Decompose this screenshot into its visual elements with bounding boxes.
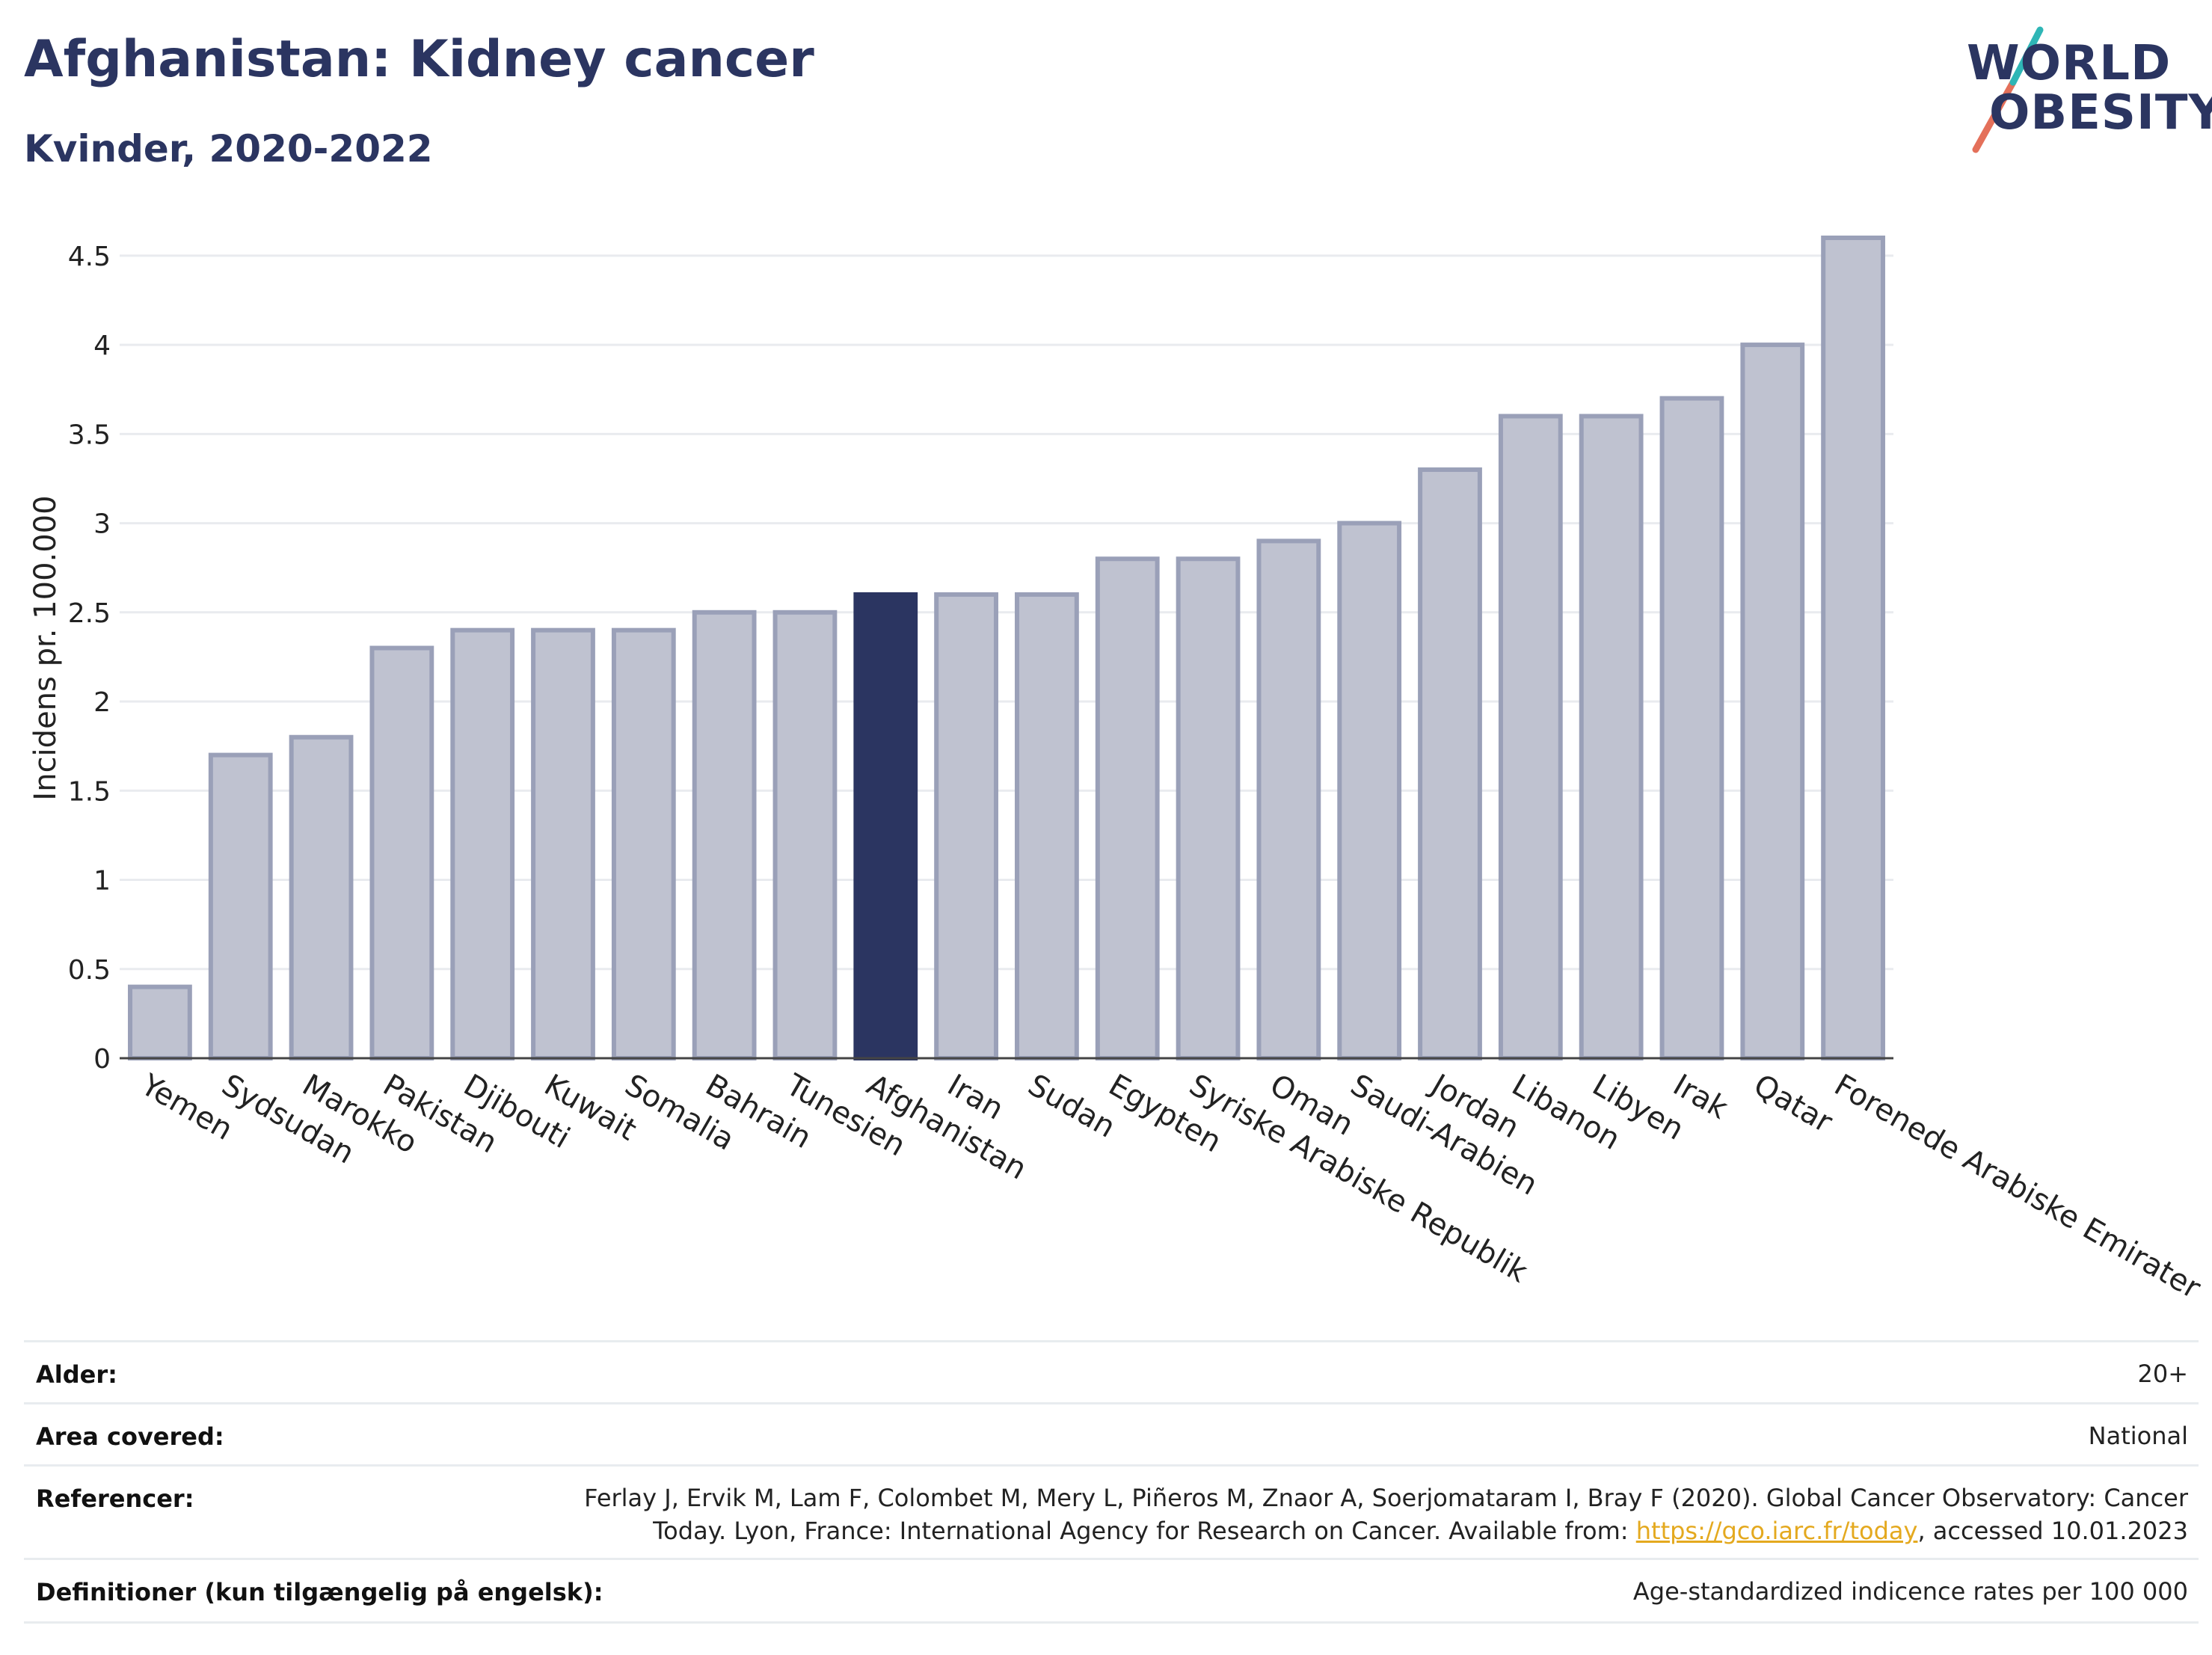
bar: [289, 734, 354, 1060]
bar: [208, 752, 273, 1061]
meta-label-age: Alder:: [36, 1360, 117, 1389]
reference-link[interactable]: https://gco.iarc.fr/today: [1635, 1517, 1918, 1545]
bar: [531, 627, 595, 1060]
meta-label-definitions: Definitioner (kun tilgængelig på engelsk…: [36, 1578, 603, 1606]
reference-line-2-post: , accessed 10.01.2023: [1917, 1517, 2188, 1545]
reference-line-1: Ferlay J, Ervik M, Lam F, Colombet M, Me…: [584, 1484, 2188, 1512]
bar: [128, 984, 192, 1060]
bar: [1740, 343, 1805, 1060]
meta-row-references: Referencer: Ferlay J, Ervik M, Lam F, Co…: [24, 1464, 2199, 1559]
y-tick-label: 0: [93, 1044, 111, 1075]
meta-row-area: Area covered: National: [24, 1402, 2199, 1466]
bar: [369, 645, 434, 1060]
x-tick-label: Qatar: [1748, 1068, 1838, 1140]
meta-label-area: Area covered:: [36, 1422, 224, 1451]
bar-chart: 0 0.5 1 1.5 2 2.5 3 3.5 4 4.5 Incidens pr. 100.000…: [28, 236, 2207, 1306]
x-tick-label: Sudan: [1022, 1068, 1121, 1145]
bar: [692, 610, 757, 1060]
bar: [1821, 236, 1885, 1060]
bar: [772, 610, 838, 1060]
bar: [1418, 467, 1482, 1060]
logo-line1: WORLD: [1967, 36, 2172, 91]
bar: [1095, 556, 1160, 1060]
y-tick-label: 4.5: [68, 242, 111, 272]
page-subtitle: Kvinder, 2020-2022: [24, 127, 433, 171]
page-title: Afghanistan: Kidney cancer: [24, 30, 814, 89]
reference-line-2-pre: Today. Lyon, France: International Agenc…: [653, 1517, 1636, 1545]
y-tick-label: 3.5: [68, 420, 111, 450]
y-axis-title: Incidens pr. 100.000: [28, 495, 63, 800]
meta-value-area: National: [2088, 1422, 2188, 1450]
meta-row-definitions: Definitioner (kun tilgængelig på engelsk…: [24, 1558, 2199, 1624]
bar: [1659, 396, 1724, 1060]
logo-slash-icon: [1972, 26, 2044, 153]
meta-value-references: Ferlay J, Ervik M, Lam F, Colombet M, Me…: [584, 1481, 2188, 1547]
bar: [1337, 521, 1402, 1060]
logo-line2: OBESITY: [1989, 85, 2212, 141]
meta-label-references: Referencer:: [36, 1484, 194, 1513]
bar: [1015, 592, 1079, 1060]
y-tick-label: 1: [93, 866, 111, 897]
y-tick-label: 2: [93, 687, 111, 718]
y-tick-label: 0.5: [68, 955, 111, 986]
y-tick-label: 2.5: [68, 598, 111, 629]
meta-value-age: 20+: [2137, 1360, 2188, 1388]
world-obesity-logo: WORLD OBESITY: [1959, 22, 2212, 157]
x-tick-label: Yemen: [135, 1067, 239, 1147]
bar: [611, 627, 676, 1060]
y-tick-label: 3: [93, 509, 111, 540]
x-tick-label: Forenede Arabiske Emirater: [1828, 1068, 2207, 1306]
reference-line-2: Today. Lyon, France: International Agenc…: [584, 1514, 2188, 1547]
meta-row-age: Alder: 20+: [24, 1340, 2199, 1404]
meta-value-definitions: Age-standardized indicence rates per 100…: [1632, 1577, 2188, 1606]
y-tick-label: 4: [93, 331, 111, 361]
bar: [1256, 538, 1321, 1060]
bar: [1579, 414, 1644, 1060]
bar: [1498, 414, 1563, 1060]
bar: [450, 627, 515, 1060]
bar: [1176, 556, 1241, 1060]
y-tick-label: 1.5: [68, 776, 111, 807]
bar: [934, 592, 998, 1060]
bar: [853, 592, 918, 1060]
